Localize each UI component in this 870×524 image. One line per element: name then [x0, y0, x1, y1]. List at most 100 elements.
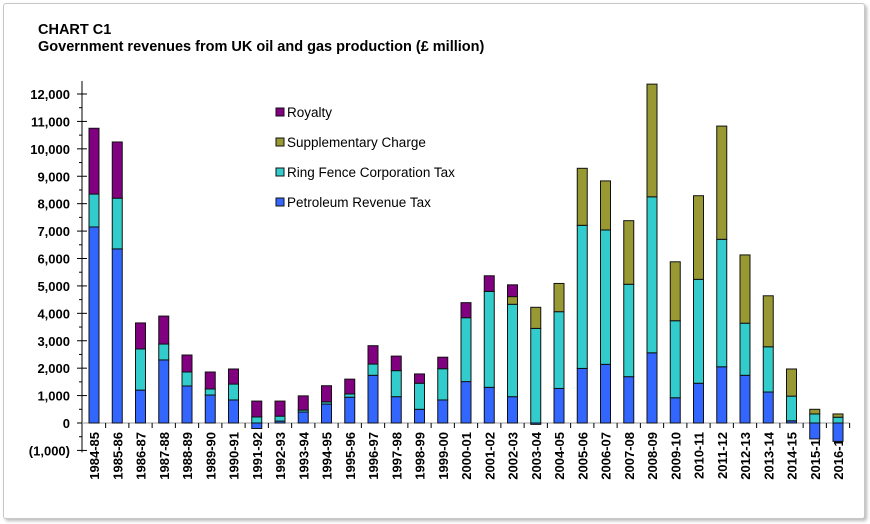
bar-segment-ring-fence-corporation-tax: [181, 371, 193, 387]
x-tick-label: 2000-01: [459, 432, 474, 480]
bar-segment-petroleum-revenue-tax: [460, 381, 472, 424]
bar-segment-petroleum-revenue-tax: [809, 422, 821, 440]
bar-segment-petroleum-revenue-tax: [576, 367, 588, 424]
bar-segment-petroleum-revenue-tax: [716, 366, 728, 424]
bar-segment-royalty: [274, 400, 286, 417]
bar-segment-petroleum-revenue-tax: [367, 374, 379, 424]
bar-segment-petroleum-revenue-tax: [158, 359, 170, 424]
bar-segment-royalty: [111, 141, 123, 199]
bar-segment-ring-fence-corporation-tax: [158, 343, 170, 361]
x-tick-label: 1988-89: [180, 432, 195, 480]
bar-segment-supplementary-charge: [762, 295, 774, 348]
legend-swatch: [275, 107, 285, 117]
bar-segment-supplementary-charge: [530, 306, 542, 329]
bar-segment-ring-fence-corporation-tax: [623, 283, 635, 378]
bar-segment-ring-fence-corporation-tax: [809, 413, 821, 424]
bar-segment-supplementary-charge: [693, 195, 704, 280]
x-tick-label: 1993-94: [296, 431, 311, 479]
bar-segment-royalty: [390, 355, 402, 372]
bar-segment-petroleum-revenue-tax: [832, 422, 844, 442]
x-tick-label: 1995-96: [343, 432, 358, 480]
bar-segment-ring-fence-corporation-tax: [716, 238, 728, 368]
x-tick-label: 2003-04: [529, 431, 544, 479]
bar-segment-ring-fence-corporation-tax: [367, 363, 379, 376]
bar-segment-ring-fence-corporation-tax: [693, 278, 704, 384]
y-tick-label: 12,000: [30, 87, 70, 102]
bar-segment-petroleum-revenue-tax: [693, 382, 704, 424]
bar-segment-ring-fence-corporation-tax: [739, 322, 751, 376]
x-tick-label: 1986-87: [134, 432, 149, 480]
x-tick-label: 1992-93: [273, 432, 288, 480]
bar-segment-petroleum-revenue-tax: [437, 399, 449, 424]
bar-segment-petroleum-revenue-tax: [669, 397, 681, 424]
y-tick-label: 6,000: [37, 252, 70, 267]
bar-segment-ring-fence-corporation-tax: [786, 395, 797, 422]
bar-segment-supplementary-charge: [832, 413, 844, 418]
x-tick-label: 2004-05: [552, 432, 567, 480]
bar-segment-royalty: [344, 378, 356, 395]
x-tick-label: 1990-91: [227, 432, 242, 480]
bar-segment-petroleum-revenue-tax: [507, 396, 518, 424]
bar-segment-royalty: [367, 345, 379, 365]
x-tick-label: 1989-90: [203, 432, 218, 480]
bar-segment-royalty: [158, 315, 170, 345]
chart-title-block: CHART C1 Government revenues from UK oil…: [38, 22, 484, 56]
bar-segment-ring-fence-corporation-tax: [600, 229, 611, 365]
bar-segment-supplementary-charge: [623, 220, 635, 285]
bar-segment-ring-fence-corporation-tax: [204, 388, 216, 396]
bar-segment-petroleum-revenue-tax: [762, 391, 774, 424]
x-tick-label: 1998-99: [413, 432, 428, 480]
y-tick-label: 8,000: [37, 197, 70, 212]
legend-label: Royalty: [287, 105, 332, 120]
bar-segment-ring-fence-corporation-tax: [669, 320, 681, 399]
bar-segment-ring-fence-corporation-tax: [88, 193, 100, 228]
y-tick-label: 4,000: [37, 306, 70, 321]
y-tick-label: 9,000: [37, 169, 70, 184]
chart-subtitle: Government revenues from UK oil and gas …: [38, 39, 485, 55]
x-tick-label: 1985-86: [110, 432, 125, 480]
bar-segment-petroleum-revenue-tax: [646, 352, 658, 424]
x-tick-label: 2013-14: [761, 431, 776, 479]
x-tick-label: 2005-06: [575, 432, 590, 480]
legend-label: Petroleum Revenue Tax: [287, 195, 431, 210]
bar-segment-petroleum-revenue-tax: [344, 396, 356, 424]
x-tick-label: 2009-10: [668, 432, 683, 480]
y-tick-label: 1,000: [37, 389, 70, 404]
x-tick-label: 2006-07: [599, 432, 614, 480]
x-tick-label: 2002-03: [506, 432, 521, 480]
bar-segment-petroleum-revenue-tax: [414, 408, 425, 424]
bar-segment-ring-fence-corporation-tax: [483, 290, 495, 388]
x-tick-label: 2010-11: [692, 432, 707, 479]
bar-segment-royalty: [437, 356, 449, 370]
bar-segment-petroleum-revenue-tax: [600, 363, 611, 424]
bar-segment-petroleum-revenue-tax: [228, 399, 239, 424]
bar-segment-ring-fence-corporation-tax: [135, 348, 146, 391]
x-tick-label: 1996-97: [366, 432, 381, 480]
bar-segment-ring-fence-corporation-tax: [437, 368, 449, 401]
chart-title: CHART C1: [38, 22, 112, 38]
bar-segment-petroleum-revenue-tax: [623, 376, 635, 424]
y-tick-label: 0: [63, 416, 70, 431]
bar-segment-petroleum-revenue-tax: [483, 386, 495, 424]
bar-segment-supplementary-charge: [739, 254, 751, 324]
x-tick-label: 2012-13: [738, 432, 753, 480]
bar-segment-ring-fence-corporation-tax: [832, 416, 844, 424]
bar-segment-royalty: [507, 284, 518, 298]
legend-swatch: [275, 197, 285, 207]
bar-segment-ring-fence-corporation-tax: [251, 416, 263, 424]
bar-segment-ring-fence-corporation-tax: [390, 370, 402, 398]
bar-segment-ring-fence-corporation-tax: [460, 317, 472, 383]
bar-segment-petroleum-revenue-tax: [297, 411, 309, 424]
bar-segment-petroleum-revenue-tax: [88, 226, 100, 424]
bar-segment-supplementary-charge: [507, 296, 518, 305]
bar-segment-ring-fence-corporation-tax: [507, 303, 518, 398]
y-tick-label: 3,000: [37, 334, 70, 349]
bar-segment-ring-fence-corporation-tax: [576, 224, 588, 369]
x-tick-label: 2015-16: [808, 432, 823, 480]
bar-segment-supplementary-charge: [786, 368, 797, 397]
legend-label: Supplementary Charge: [287, 135, 426, 150]
bar-segment-supplementary-charge: [600, 180, 611, 231]
bar-segment-ring-fence-corporation-tax: [414, 382, 425, 410]
x-tick-label: 1987-88: [157, 432, 172, 480]
legend-label: Ring Fence Corporation Tax: [287, 165, 455, 180]
